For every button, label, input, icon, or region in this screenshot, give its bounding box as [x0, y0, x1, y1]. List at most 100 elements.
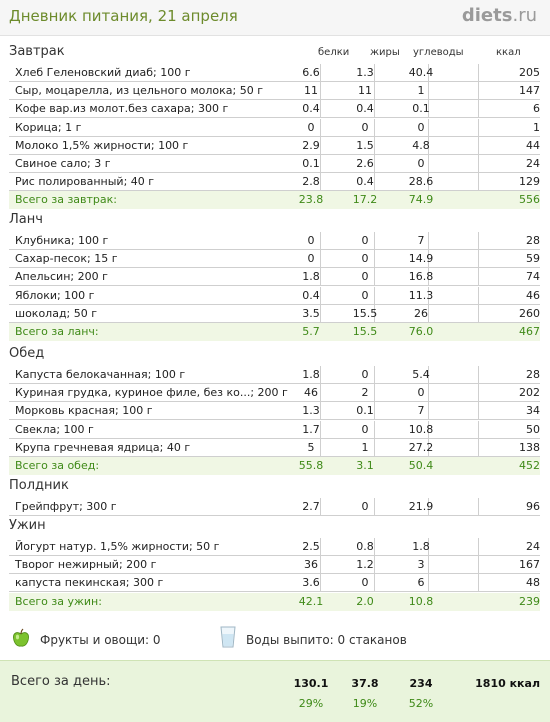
food-row[interactable]: Корица; 1 г 0 0 0 1 [9, 118, 540, 137]
column-divider [374, 286, 375, 304]
column-divider [478, 82, 479, 100]
food-name: капуста пекинская; 300 г [15, 576, 164, 590]
food-name: Яблоки; 100 г [15, 288, 95, 302]
food-row[interactable]: Свиное сало; 3 г 0.1 2.6 0 24 [9, 155, 540, 173]
site-logo[interactable]: diets.ru [462, 5, 537, 26]
food-fat: 0.4 [356, 175, 374, 189]
food-row[interactable]: Молоко 1,5% жирности; 100 г 2.9 1.5 4.8 44 [9, 136, 540, 155]
day-total-carbs: 234 [409, 677, 433, 690]
section-total-row: Всего за завтрак: 23.8 17.2 74.9 556 [9, 191, 540, 210]
food-fat: 0 [361, 500, 369, 513]
column-divider [374, 538, 375, 555]
food-row[interactable]: Сахар-песок; 15 г 0 0 14.9 59 [9, 250, 540, 269]
food-fat: 1.3 [356, 66, 374, 79]
column-divider [428, 402, 429, 420]
food-kcal: 1 [533, 120, 540, 134]
column-divider [374, 155, 375, 172]
food-row[interactable]: шоколад; 50 г 3.5 15.5 26 260 [9, 304, 540, 323]
food-kcal: 24 [526, 157, 540, 170]
food-name: шоколад; 50 г [15, 306, 98, 320]
food-protein: 1.3 [302, 404, 320, 418]
food-carbs: 7 [417, 234, 425, 247]
food-fat: 1.5 [356, 138, 374, 152]
total-fat: 17.2 [352, 193, 378, 207]
total-carbs: 74.9 [408, 193, 434, 207]
food-row[interactable]: Апельсин; 200 г 1.8 0 16.8 74 [9, 268, 540, 287]
column-divider [428, 250, 429, 268]
food-row[interactable]: Капуста белокачанная; 100 г 1.8 0 5.4 28 [9, 366, 540, 384]
food-row[interactable]: Хлеб Геленовский диаб; 100 г 6.6 1.3 40.4 20… [9, 64, 540, 82]
water-label: Воды выпито: 0 стаканов [246, 633, 407, 647]
column-divider [478, 286, 479, 304]
food-name: Сыр, моцарелла, из цельного молока; 50 г [15, 84, 263, 98]
total-fat: 15.5 [352, 325, 378, 338]
food-row[interactable]: Яблоки; 100 г 0.4 0 11.3 46 [9, 286, 540, 305]
food-protein: 46 [304, 386, 318, 400]
column-divider [320, 366, 321, 383]
food-protein: 3.5 [302, 306, 320, 320]
col-kcal: ккал [496, 47, 521, 58]
column-divider [478, 420, 479, 438]
food-row[interactable]: капуста пекинская; 300 г 3.6 0 6 48 [9, 574, 540, 593]
column-divider [374, 82, 375, 100]
column-divider [374, 64, 375, 81]
food-name: Морковь красная; 100 г [15, 404, 153, 418]
food-kcal: 44 [526, 138, 540, 152]
total-protein: 5.7 [302, 325, 320, 338]
food-kcal: 147 [519, 84, 540, 98]
food-name: Апельсин; 200 г [15, 270, 108, 284]
food-row[interactable]: Сыр, моцарелла, из цельного молока; 50 г… [9, 82, 540, 101]
column-divider [428, 574, 429, 592]
food-row[interactable]: Свекла; 100 г 1.7 0 10.8 50 [9, 420, 540, 439]
column-divider [478, 155, 479, 172]
column-divider [428, 100, 429, 118]
total-kcal: 467 [519, 325, 540, 338]
food-fat: 0 [361, 234, 369, 247]
col-fat: жиры [370, 47, 400, 58]
column-divider [428, 286, 429, 304]
column-divider [374, 173, 375, 191]
food-protein: 0 [307, 252, 315, 266]
column-divider [320, 402, 321, 420]
section-total-label: Всего за ланч: [15, 325, 99, 338]
food-kcal: 59 [526, 252, 540, 266]
food-row[interactable]: Куриная грудка, куриное филе, без ко...;… [9, 384, 540, 403]
column-divider [478, 250, 479, 268]
food-row[interactable]: Йогурт натур. 1,5% жирности; 50 г 2.5 0.8 1… [9, 538, 540, 556]
food-name: Крупа гречневая ядрица; 40 г [15, 440, 191, 454]
section-title: Полдник [9, 478, 69, 493]
col-carbs: углеводы [413, 47, 464, 58]
food-kcal: 24 [526, 540, 540, 553]
column-divider [374, 438, 375, 456]
column-divider [478, 100, 479, 118]
food-fat: 1 [361, 440, 369, 454]
food-row[interactable]: Кофе вар.из молот.без сахара; 300 г 0.4 0.… [9, 100, 540, 119]
food-row[interactable]: Клубника; 100 г 0 0 7 28 [9, 232, 540, 250]
food-row[interactable]: Творог нежирный; 200 г 36 1.2 3 167 [9, 556, 540, 575]
column-divider [428, 438, 429, 456]
column-divider [320, 556, 321, 574]
food-carbs: 7 [417, 404, 425, 418]
column-divider [428, 82, 429, 100]
food-kcal: 74 [526, 270, 540, 284]
food-row[interactable]: Крупа гречневая ядрица; 40 г 5 1 27.2 138 [9, 438, 540, 457]
page-header: Дневник питания, 21 апреля diets.ru [0, 0, 550, 36]
column-divider [428, 232, 429, 249]
food-fat: 0.1 [356, 404, 374, 418]
section-total-label: Всего за завтрак: [15, 193, 118, 207]
day-total-protein-pct: 29% [298, 697, 324, 710]
food-carbs: 1.8 [412, 540, 430, 553]
column-divider [320, 64, 321, 81]
food-row[interactable]: Морковь красная; 100 г 1.3 0.1 7 34 [9, 402, 540, 421]
food-row[interactable]: Рис полированный; 40 г 2.8 0.4 28.6 129 [9, 173, 540, 192]
column-divider [320, 100, 321, 118]
food-protein: 0.1 [302, 157, 320, 170]
food-row[interactable]: Грейпфрут; 300 г 2.7 0 21.9 96 [9, 498, 540, 516]
column-divider [478, 304, 479, 322]
column-divider [478, 402, 479, 420]
day-total-protein: 130.1 [293, 677, 329, 690]
column-divider [374, 498, 375, 515]
section-total-label: Всего за обед: [15, 459, 100, 472]
column-divider [374, 250, 375, 268]
column-divider [478, 538, 479, 555]
